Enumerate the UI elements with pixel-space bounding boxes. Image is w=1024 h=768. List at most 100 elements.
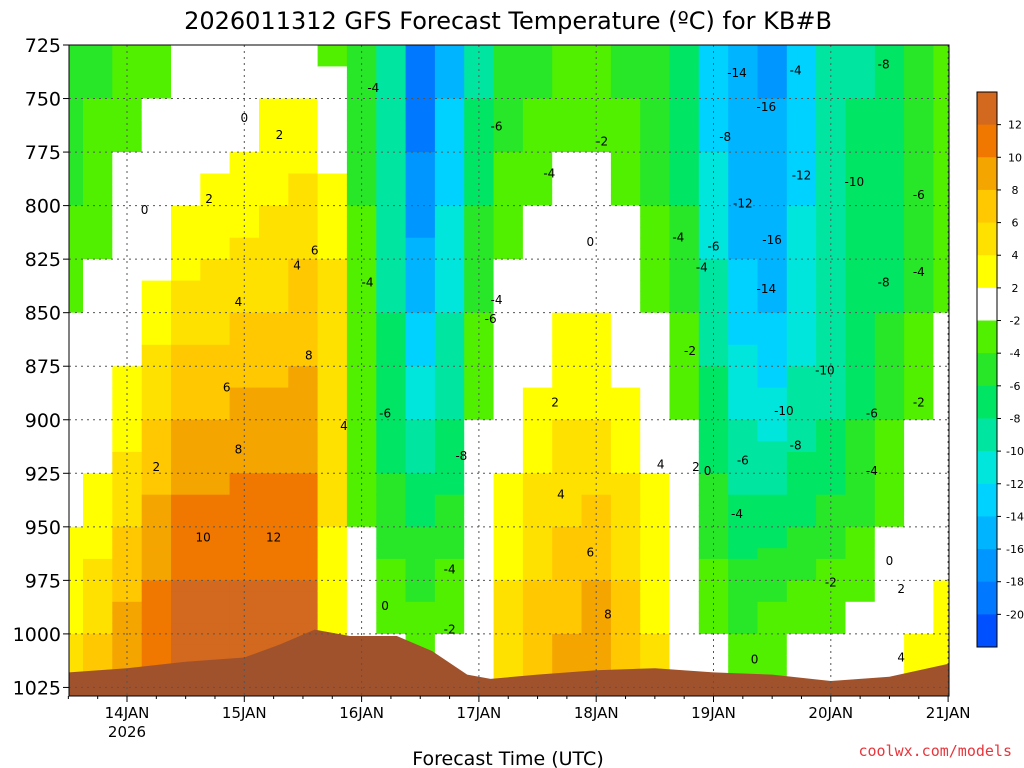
temperature-cell: [522, 580, 553, 592]
temperature-cell: [112, 601, 143, 614]
temperature-cell: [405, 355, 436, 367]
temperature-cell: [757, 644, 788, 656]
temperature-cell: [83, 173, 113, 185]
temperature-cell: [376, 291, 407, 303]
temperature-cell: [288, 376, 319, 389]
contour-label: -8: [790, 439, 802, 453]
temperature-cell: [405, 77, 436, 89]
temperature-cell: [522, 269, 553, 282]
temperature-cell: [288, 130, 319, 142]
temperature-cell: [669, 248, 700, 260]
temperature-cell: [933, 591, 949, 603]
temperature-cell: [171, 55, 201, 67]
temperature-cell: [288, 591, 319, 603]
temperature-cell: [346, 194, 377, 207]
temperature-cell: [83, 162, 113, 175]
temperature-cell: [69, 366, 84, 378]
temperature-cell: [845, 248, 876, 260]
temperature-cell: [904, 312, 934, 324]
temperature-cell: [259, 227, 289, 239]
temperature-cell: [640, 569, 671, 581]
temperature-cell: [933, 494, 949, 506]
temperature-cell: [405, 302, 436, 314]
temperature-cell: [698, 419, 729, 432]
temperature-cell: [346, 558, 377, 571]
temperature-cell: [757, 623, 788, 635]
temperature-cell: [317, 141, 348, 153]
temperature-cell: [112, 55, 143, 67]
temperature-cell: [786, 623, 817, 635]
temperature-cell: [728, 291, 759, 303]
temperature-cell: [405, 409, 436, 421]
temperature-cell: [259, 184, 289, 196]
temperature-cell: [317, 184, 348, 196]
temperature-cell: [376, 77, 407, 89]
temperature-cell: [112, 558, 143, 571]
temperature-cell: [259, 419, 289, 432]
temperature-cell: [493, 537, 524, 549]
temperature-cell: [610, 580, 641, 592]
temperature-cell: [141, 162, 172, 175]
temperature-cell: [464, 98, 495, 110]
temperature-cell: [786, 55, 817, 67]
x-tick-label: 18JAN: [574, 704, 619, 722]
temperature-cell: [434, 334, 465, 346]
temperature-cell: [757, 152, 788, 164]
y-tick-label: 725: [25, 35, 61, 57]
temperature-cell: [434, 558, 465, 571]
temperature-cell: [669, 66, 700, 78]
temperature-cell: [317, 152, 348, 164]
temperature-cell: [259, 280, 289, 292]
temperature-cell: [83, 591, 113, 603]
temperature-cell: [728, 184, 759, 196]
temperature-cell: [200, 237, 231, 249]
temperature-cell: [757, 87, 788, 100]
temperature-cell: [83, 580, 113, 592]
temperature-cell: [669, 312, 700, 324]
temperature-cell: [288, 109, 319, 121]
temperature-cell: [669, 205, 700, 217]
temperature-cell: [69, 387, 84, 399]
temperature-cell: [288, 505, 319, 517]
temperature-cell: [698, 216, 729, 228]
temperature-cell: [229, 612, 260, 624]
temperature-cell: [786, 419, 817, 432]
temperature-cell: [786, 441, 817, 453]
y-tick-label: 900: [25, 410, 61, 432]
temperature-cell: [493, 601, 524, 614]
temperature-cell: [346, 269, 377, 282]
temperature-cell: [464, 162, 495, 175]
temperature-cell: [141, 537, 172, 549]
temperature-cell: [816, 601, 846, 614]
temperature-cell: [464, 409, 495, 421]
temperature-cell: [434, 323, 465, 335]
temperature-cell: [493, 130, 524, 142]
temperature-cell: [728, 269, 759, 282]
temperature-cell: [434, 109, 465, 121]
temperature-cell: [933, 430, 949, 442]
temperature-cell: [464, 205, 495, 217]
temperature-cell: [229, 505, 260, 517]
temperature-cell: [786, 537, 817, 549]
temperature-cell: [69, 237, 84, 249]
temperature-cell: [933, 312, 949, 324]
temperature-cell: [112, 248, 143, 260]
temperature-cell: [83, 302, 113, 314]
temperature-cell: [757, 205, 788, 217]
temperature-cell: [522, 334, 553, 346]
temperature-cell: [405, 430, 436, 442]
temperature-cell: [640, 633, 671, 646]
temperature-cell: [317, 537, 348, 549]
temperature-cell: [669, 87, 700, 100]
temperature-cell: [200, 591, 231, 603]
temperature-cell: [69, 666, 84, 678]
temperature-cell: [141, 344, 172, 357]
contour-label: -4: [672, 231, 684, 245]
temperature-cell: [346, 419, 377, 432]
temperature-cell: [112, 644, 143, 656]
colorbar-segment: [977, 92, 997, 126]
temperature-cell: [845, 162, 876, 175]
temperature-cell: [786, 376, 817, 389]
temperature-cell: [83, 344, 113, 357]
temperature-cell: [112, 398, 143, 410]
